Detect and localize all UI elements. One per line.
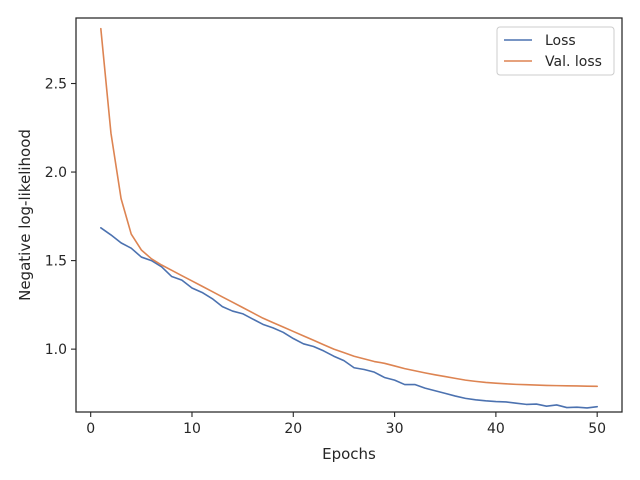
legend-box (496, 26, 615, 76)
legend: Loss Val. loss (496, 26, 615, 76)
y-axis: 1.0 1.5 2.0 2.5 (45, 77, 76, 358)
legend-label: Val. loss (545, 54, 602, 70)
legend-label: Loss (545, 33, 576, 49)
x-tick-label: 50 (588, 421, 606, 437)
x-axis-title: Epochs (322, 445, 376, 463)
series-line-2 (100, 27, 598, 388)
series-line-1 (100, 227, 598, 409)
x-axis: 0 10 20 30 40 50 (86, 412, 606, 437)
series-layer (100, 27, 598, 409)
x-tick-label: 0 (86, 421, 95, 437)
y-tick-label: 1.5 (45, 254, 67, 270)
y-tick-label: 2.0 (45, 165, 67, 181)
plot-frame (75, 17, 623, 413)
y-tick-label: 2.5 (45, 77, 67, 93)
y-tick-label: 1.0 (45, 342, 67, 358)
x-tick-label: 30 (386, 421, 404, 437)
y-axis-title: Negative log-likelihood (16, 129, 34, 301)
x-tick-label: 20 (284, 421, 302, 437)
x-tick-label: 40 (487, 421, 505, 437)
x-tick-label: 10 (183, 421, 201, 437)
